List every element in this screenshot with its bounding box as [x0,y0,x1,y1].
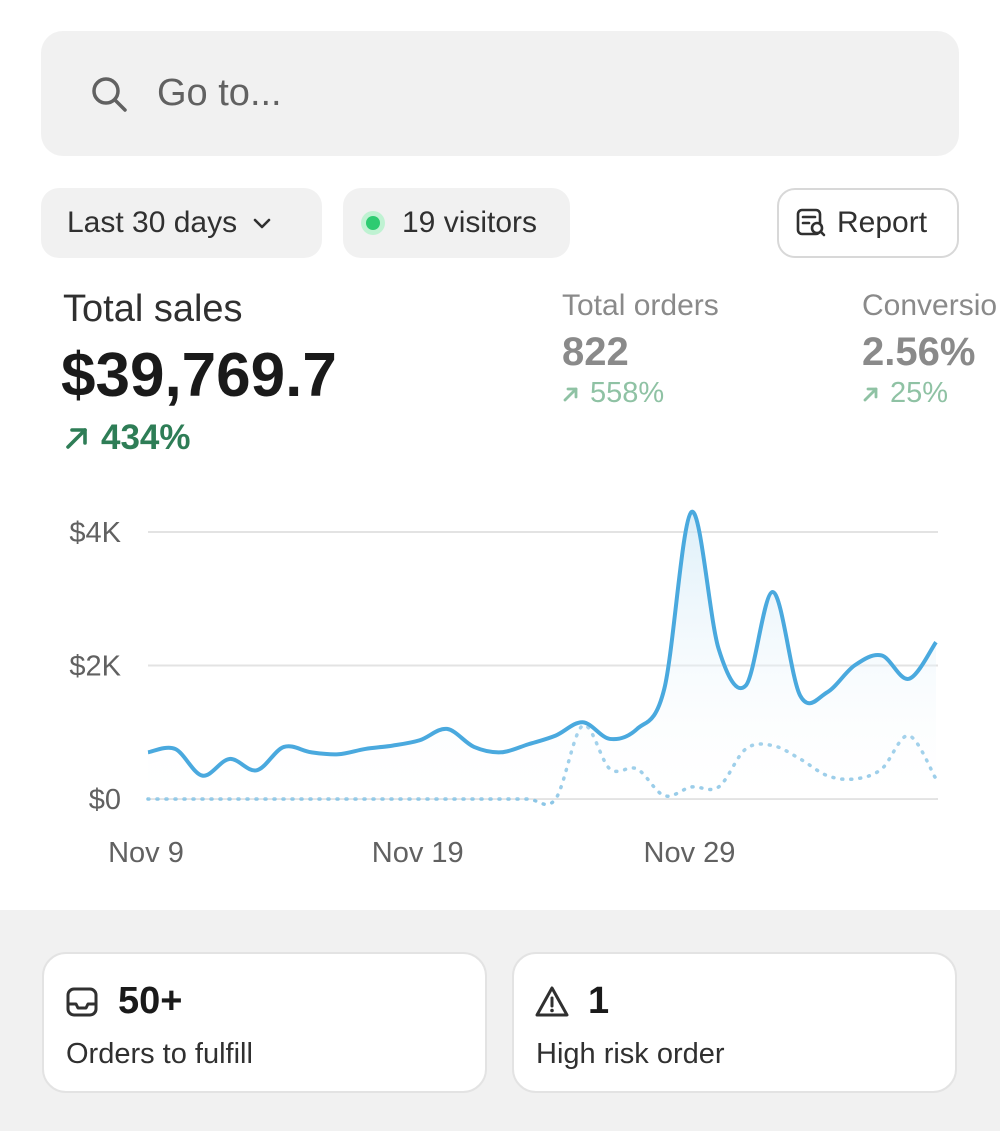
total-orders-change: 558% [562,377,664,410]
total-sales-change: 434% [63,418,191,458]
x-tick-label: Nov 29 [644,837,736,869]
arrow-up-right-icon [563,387,578,401]
conversion-value: 2.56% [862,330,976,374]
live-dot-icon [366,216,380,230]
sales-area-fill [148,511,936,799]
high-risk-order-count: 1 [588,980,610,1022]
conversion-change-value: 25% [890,377,949,409]
high-risk-order-label: High risk order [536,1038,725,1070]
search-input[interactable] [155,71,859,116]
report-button[interactable]: Report [777,188,959,258]
total-orders-value: 822 [562,330,629,374]
y-tick-label: $0 [89,784,121,816]
visitors-label: 19 visitors [402,206,538,239]
warning-icon [535,986,569,1016]
orders-to-fulfill-card[interactable]: 50+ Orders to fulfill [42,952,487,1093]
date-range-label: Last 30 days [67,206,238,239]
current-period-line [147,509,938,778]
chevron-down-icon [253,218,271,229]
total-sales-label[interactable]: Total sales [63,288,243,330]
inbox-icon [66,987,98,1016]
search-icon [92,76,127,112]
report-label: Report [837,206,928,239]
live-visitors-button[interactable]: 19 visitors [343,188,570,258]
date-range-selector[interactable]: Last 30 days [41,188,322,258]
x-tick-label: Nov 19 [372,837,464,869]
total-sales-change-value: 434% [101,418,191,457]
conversion-label[interactable]: Conversio [862,289,998,322]
y-tick-label: $4K [69,517,121,549]
conversion-change: 25% [862,377,948,410]
total-sales-value: $39,769.7 [61,341,337,410]
x-tick-label: Nov 9 [108,837,184,869]
search-bar[interactable] [41,31,959,156]
arrow-up-right-icon [863,387,878,401]
total-orders-change-value: 558% [590,377,665,409]
sales-chart[interactable]: $4K $2K $0 Nov 9 Nov 19 Nov 29 [0,490,1000,890]
total-orders-label[interactable]: Total orders [562,289,719,322]
orders-to-fulfill-label: Orders to fulfill [66,1038,253,1070]
high-risk-order-card[interactable]: 1 High risk order [512,952,957,1093]
arrow-up-right-icon [66,428,87,449]
orders-to-fulfill-count: 50+ [118,980,183,1022]
y-tick-label: $2K [69,651,121,683]
report-icon [796,208,826,237]
